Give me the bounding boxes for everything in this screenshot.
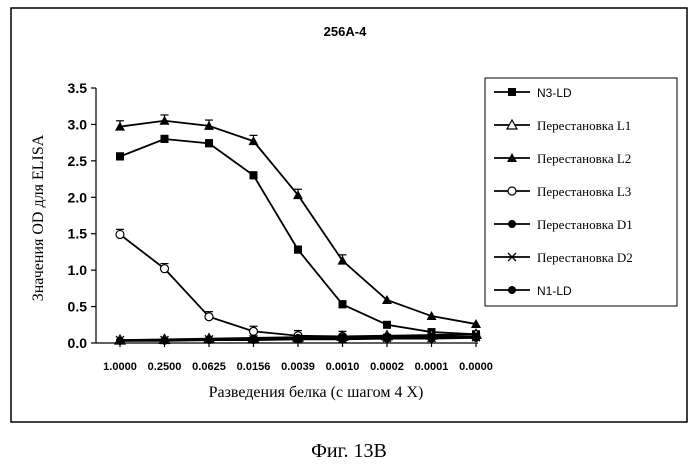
data-point bbox=[294, 246, 302, 254]
x-tick-label: 0.0001 bbox=[415, 361, 449, 373]
y-tick-label: 0.0 bbox=[68, 335, 88, 351]
legend-marker bbox=[508, 187, 516, 195]
legend-label: N3-LD bbox=[537, 86, 572, 100]
legend-label: Перестановка L3 bbox=[537, 184, 631, 199]
legend-label: Перестановка D1 bbox=[537, 217, 633, 232]
x-tick-label: 0.2500 bbox=[148, 361, 182, 373]
data-point bbox=[205, 336, 213, 344]
data-point bbox=[161, 135, 169, 143]
data-point bbox=[161, 265, 169, 273]
legend-marker bbox=[508, 220, 516, 228]
data-point bbox=[428, 335, 436, 343]
y-tick-label: 3.5 bbox=[68, 80, 88, 96]
legend-marker bbox=[508, 286, 516, 294]
legend-label: N1-LD bbox=[537, 284, 572, 298]
data-point bbox=[383, 321, 391, 329]
data-point bbox=[205, 139, 213, 147]
data-point bbox=[116, 230, 124, 238]
data-point bbox=[116, 152, 124, 160]
x-tick-label: 0.0000 bbox=[459, 361, 493, 373]
x-tick-label: 0.0039 bbox=[281, 361, 315, 373]
data-point bbox=[339, 300, 347, 308]
legend-label: Перестановка L1 bbox=[537, 118, 631, 133]
y-tick-label: 1.5 bbox=[68, 226, 88, 242]
data-point bbox=[339, 335, 347, 343]
data-point bbox=[250, 336, 258, 344]
y-tick-label: 2.5 bbox=[68, 153, 88, 169]
y-tick-label: 0.5 bbox=[68, 299, 88, 315]
chart-title: 256A-4 bbox=[324, 24, 367, 39]
data-point bbox=[116, 337, 124, 345]
x-tick-label: 0.0156 bbox=[237, 361, 271, 373]
x-tick-label: 0.0625 bbox=[192, 361, 226, 373]
data-point bbox=[250, 327, 258, 335]
data-point bbox=[205, 313, 213, 321]
data-point bbox=[383, 335, 391, 343]
y-tick-label: 3.0 bbox=[68, 116, 88, 132]
x-tick-label: 1.0000 bbox=[103, 361, 137, 373]
legend-label: Перестановка L2 bbox=[537, 151, 631, 166]
data-point bbox=[161, 337, 169, 345]
legend: N3-LD Перестановка L1 Перестановка L2 Перес… bbox=[485, 78, 677, 306]
legend-marker bbox=[508, 88, 516, 96]
data-point bbox=[294, 335, 302, 343]
y-axis-label: Значения OD для ELISA bbox=[30, 134, 47, 301]
y-tick-label: 2.0 bbox=[68, 189, 88, 205]
y-tick-label: 1.0 bbox=[68, 262, 88, 278]
data-point bbox=[472, 334, 480, 342]
x-axis-label: Разведения белка (с шагом 4 X) bbox=[209, 384, 424, 401]
figure-caption: Фиг. 13В bbox=[311, 440, 387, 462]
x-tick-label: 0.0010 bbox=[326, 361, 360, 373]
x-tick-label: 0.0002 bbox=[370, 361, 404, 373]
legend-label: Перестановка D2 bbox=[537, 250, 633, 265]
data-point bbox=[250, 171, 258, 179]
